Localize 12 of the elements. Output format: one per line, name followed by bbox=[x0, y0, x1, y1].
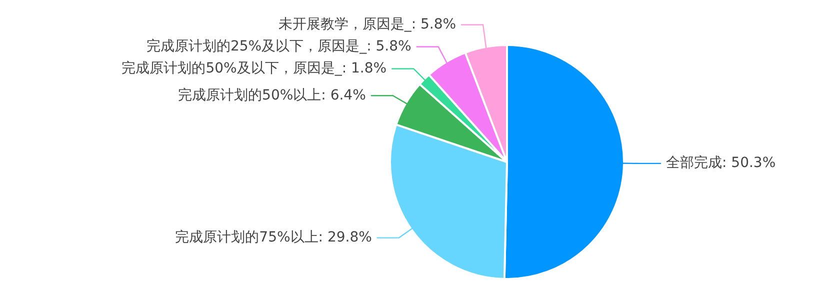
data-label: : 6.4% bbox=[321, 87, 366, 104]
slice-label: 未开展教学，原因是_ bbox=[278, 16, 412, 32]
data-label: : 5.8% bbox=[411, 16, 456, 32]
slice-label: 完成原计划的50%及以下，原因是_ bbox=[122, 60, 343, 76]
data-label: : 5.8% bbox=[366, 38, 412, 54]
slice-label: 完成原计划的25%及以下，原因是_ bbox=[146, 38, 368, 54]
data-label: : 50.3% bbox=[722, 155, 776, 172]
slice-label: 完成原计划的75%以上 bbox=[175, 229, 318, 246]
data-label: : 1.8% bbox=[342, 60, 387, 76]
data-label: : 29.8% bbox=[318, 229, 372, 246]
slice-label: 完成原计划的50%以上 bbox=[178, 87, 322, 104]
slice-label: 全部完成 bbox=[666, 155, 722, 172]
